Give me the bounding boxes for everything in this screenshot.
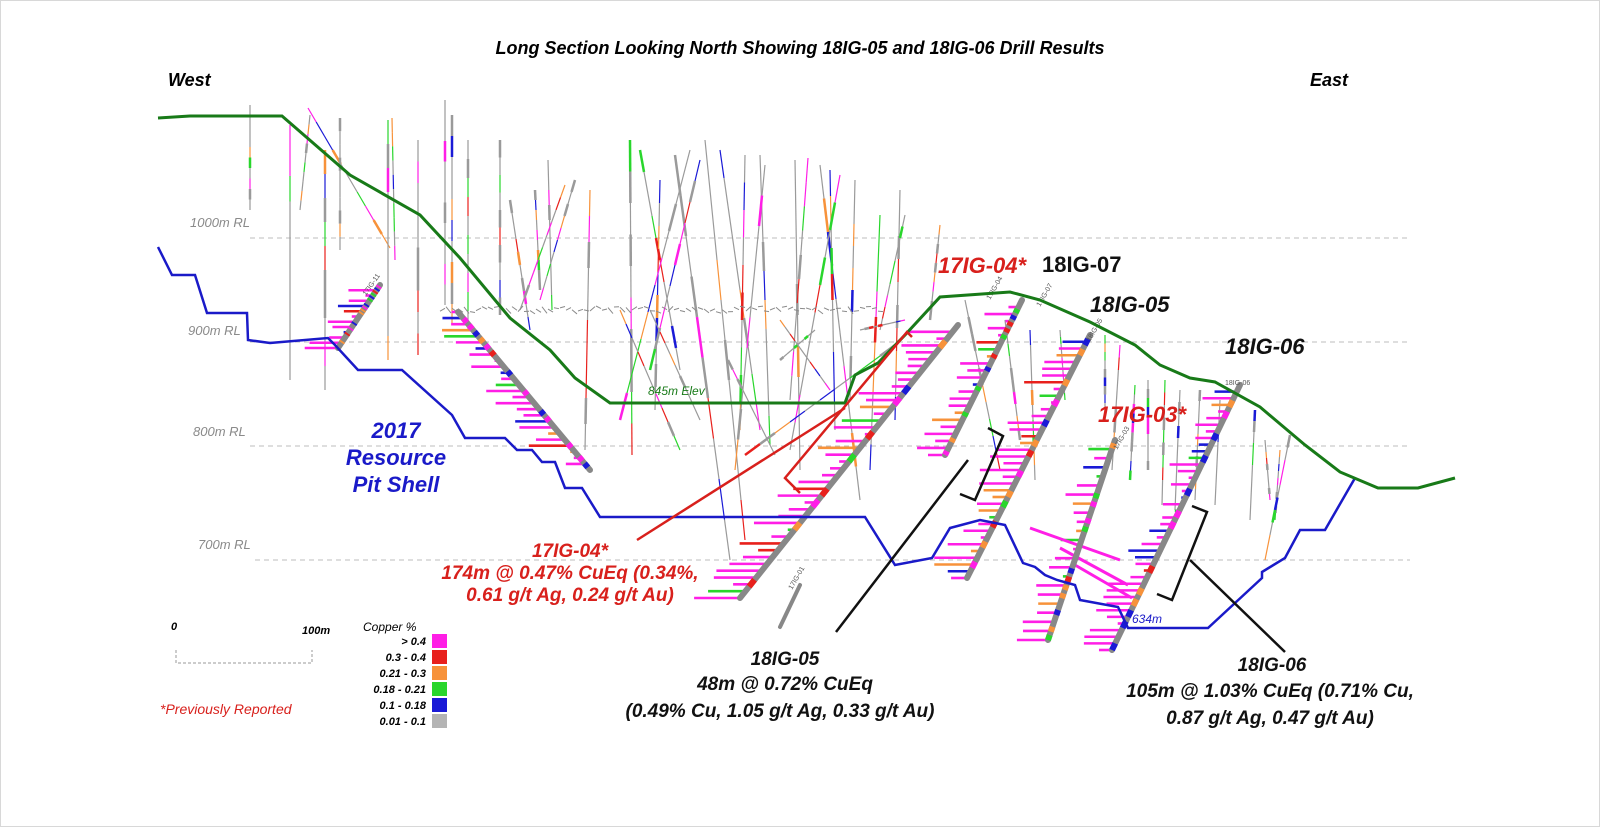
long-section-figure: Long Section Looking North Showing 18IG-…: [0, 0, 1600, 827]
figure-frame: [0, 0, 1600, 827]
